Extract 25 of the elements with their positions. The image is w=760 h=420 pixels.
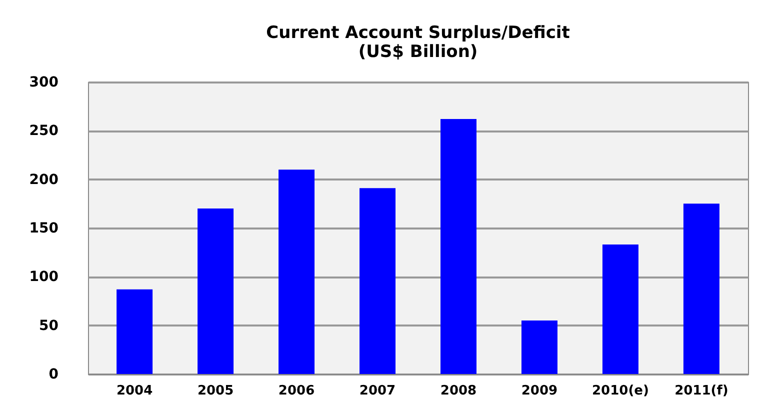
y-tick-label: 300: [29, 74, 59, 90]
y-tick-label: 0: [48, 366, 59, 382]
x-tick-label: 2011(f): [674, 384, 728, 398]
chart-subtitle: (US$ Billion): [358, 42, 478, 62]
x-tick-label: 2006: [278, 384, 315, 398]
x-tick-label: 2004: [116, 384, 153, 398]
x-tick-label: 2005: [197, 384, 234, 398]
x-tick-label: 2010(e): [592, 384, 649, 398]
chart-title: Current Account Surplus/Deficit: [266, 23, 570, 43]
y-tick-label: 200: [29, 172, 59, 188]
x-tick-label: 2009: [521, 384, 558, 398]
x-tick-label: 2007: [359, 384, 396, 398]
bar: [683, 204, 720, 374]
y-tick-label: 150: [29, 220, 59, 236]
bar: [360, 188, 396, 374]
bar: [440, 118, 476, 374]
bar: [278, 170, 315, 374]
bar: [198, 208, 234, 374]
bar: [521, 320, 558, 374]
y-tick-label: 100: [29, 269, 59, 286]
x-tick-label: 2008: [440, 384, 477, 398]
bar: [602, 244, 638, 374]
y-tick-label: 250: [29, 123, 59, 140]
bar: [116, 289, 153, 374]
y-tick-label: 50: [39, 318, 59, 334]
